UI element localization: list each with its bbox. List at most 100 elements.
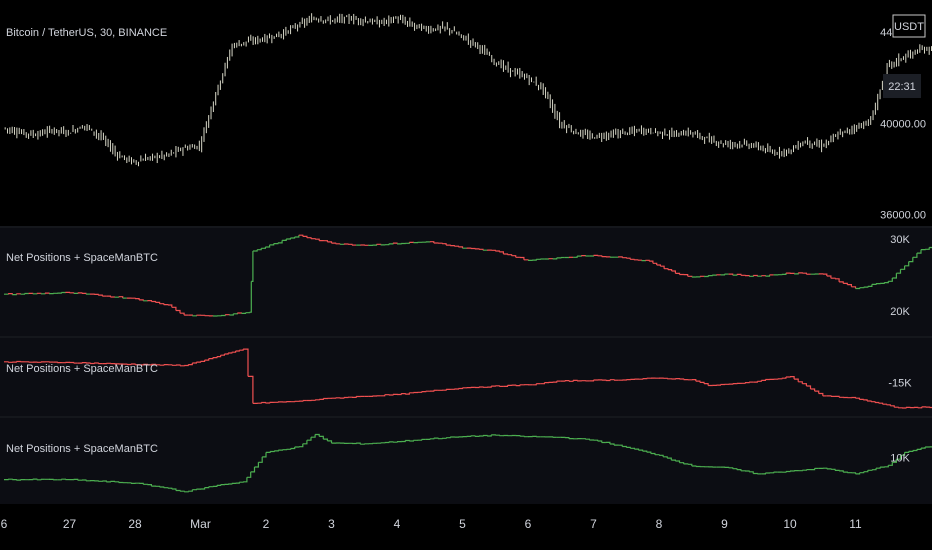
indicator-step xyxy=(167,304,173,308)
indicator-step xyxy=(40,293,46,295)
indicator-step xyxy=(785,470,791,473)
indicator-step xyxy=(892,273,897,279)
indicator-step xyxy=(228,483,233,485)
indicator-step xyxy=(192,489,197,491)
indicator-2-line xyxy=(4,348,932,409)
indicator-step xyxy=(802,469,807,471)
indicator-step xyxy=(499,251,504,254)
indicator-step xyxy=(94,293,99,296)
indicator-step xyxy=(184,491,189,493)
indicator-step xyxy=(474,386,480,389)
indicator-step xyxy=(196,361,202,363)
indicator-step xyxy=(810,388,816,392)
indicator-panel-1-background xyxy=(0,228,932,336)
indicator-step xyxy=(302,440,308,445)
indicator-step xyxy=(298,400,304,402)
indicator-step xyxy=(32,293,38,295)
indicator-step xyxy=(818,392,824,396)
indicator-step xyxy=(188,314,193,316)
indicator-step xyxy=(835,469,840,471)
indicator-step xyxy=(900,265,906,270)
indicator-step xyxy=(892,459,897,463)
indicator-step xyxy=(311,434,316,438)
indicator-step xyxy=(822,273,828,276)
indicator-step xyxy=(241,312,247,314)
indicator-step xyxy=(311,238,316,240)
indicator-1-title[interactable]: Net Positions + SpaceManBTC xyxy=(6,252,158,264)
y-axis-tick-label: 10K xyxy=(890,452,910,464)
indicator-step xyxy=(388,394,394,396)
indicator-step xyxy=(270,450,275,453)
x-axis-tick-label: 6 xyxy=(1,517,8,531)
currency-label: USDT xyxy=(894,21,924,33)
indicator-step xyxy=(671,270,676,274)
indicator-step xyxy=(114,296,120,298)
indicator-step xyxy=(4,293,9,295)
indicator-step xyxy=(896,269,902,274)
indicator-step xyxy=(577,255,582,257)
indicator-step xyxy=(904,261,910,267)
indicator-step xyxy=(728,383,734,385)
indicator-3-title[interactable]: Net Positions + SpaceManBTC xyxy=(6,443,158,455)
symbol-title[interactable]: Bitcoin / TetherUS, 30, BINANCE xyxy=(6,27,167,39)
indicator-step xyxy=(175,309,181,314)
indicator-step xyxy=(798,381,803,384)
indicator-step xyxy=(581,438,586,440)
indicator-step xyxy=(630,258,635,260)
x-axis-tick-label: 28 xyxy=(128,517,142,531)
indicator-step xyxy=(315,433,320,437)
x-axis-tick-label: 6 xyxy=(525,517,532,531)
indicator-step xyxy=(57,479,62,481)
indicator-step xyxy=(806,385,812,389)
indicator-2-title[interactable]: Net Positions + SpaceManBTC xyxy=(6,363,158,375)
indicator-1-line xyxy=(4,234,932,317)
indicator-step xyxy=(20,293,26,295)
indicator-step xyxy=(311,399,316,401)
indicator-step xyxy=(519,256,525,260)
indicator-step xyxy=(660,265,665,269)
x-axis-tick-label: 4 xyxy=(394,517,401,531)
indicator-step xyxy=(732,274,738,276)
indicator-step xyxy=(77,292,83,294)
indicator-step xyxy=(663,377,668,379)
indicator-step xyxy=(589,255,595,257)
indicator-step xyxy=(437,242,443,244)
indicator-step xyxy=(483,434,488,437)
indicator-step xyxy=(802,383,807,386)
indicator-step xyxy=(826,275,832,279)
indicator-step xyxy=(454,245,459,247)
indicator-step xyxy=(916,249,922,254)
indicator-step xyxy=(745,382,750,384)
indicator-step xyxy=(519,435,525,437)
currency-badge[interactable] xyxy=(892,14,926,38)
indicator-step xyxy=(745,275,750,277)
indicator-step xyxy=(470,435,476,437)
indicator-step xyxy=(495,434,500,436)
countdown-label: 22:31 xyxy=(888,81,916,93)
indicator-step xyxy=(478,435,484,437)
indicator-step xyxy=(57,292,62,294)
x-axis-tick-label: 9 xyxy=(721,517,728,531)
indicator-step xyxy=(564,380,570,382)
indicator-step xyxy=(243,348,249,377)
indicator-step xyxy=(874,401,880,404)
indicator-step xyxy=(258,456,263,463)
indicator-step xyxy=(859,398,864,400)
indicator-step xyxy=(12,479,17,481)
x-axis-tick-label: 11 xyxy=(849,517,862,531)
indicator-step xyxy=(81,292,87,295)
indicator-step xyxy=(265,402,271,404)
indicator-step xyxy=(863,286,869,288)
indicator-step xyxy=(392,441,398,443)
indicator-step xyxy=(867,400,872,402)
indicator-step xyxy=(882,403,888,405)
x-axis-tick-label: 27 xyxy=(63,517,77,531)
indicator-step xyxy=(69,292,75,294)
indicator-step xyxy=(251,251,254,282)
indicator-step xyxy=(243,477,248,483)
indicator-step xyxy=(442,437,447,439)
indicator-step xyxy=(32,478,38,480)
indicator-step xyxy=(180,490,185,492)
indicator-step xyxy=(654,454,660,456)
